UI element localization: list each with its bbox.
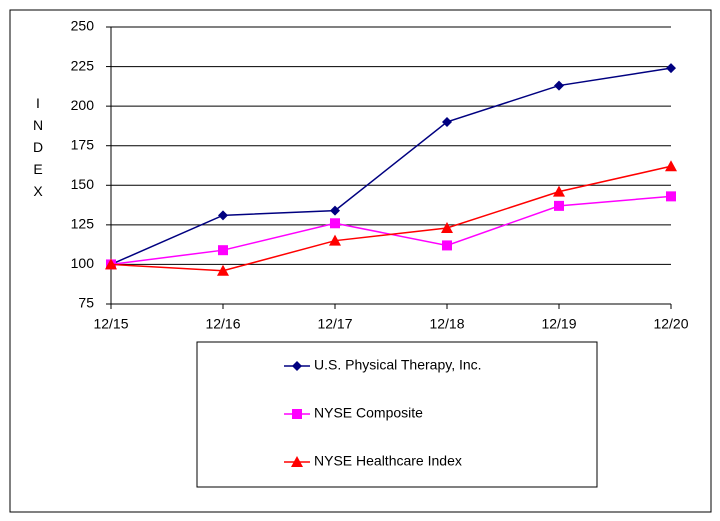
- series-line: [110, 67, 672, 266]
- x-tick-label: 12/20: [653, 316, 688, 332]
- y-tick-label: 150: [71, 176, 95, 192]
- marker: [105, 258, 117, 270]
- marker: [665, 160, 677, 172]
- y-tick-label: 200: [71, 97, 95, 113]
- x-tick-label: 12/15: [93, 316, 128, 332]
- chart-border: [9, 9, 712, 513]
- marker: [553, 185, 565, 197]
- marker: [217, 264, 229, 276]
- marker: [330, 205, 340, 216]
- x-tick-label: 12/18: [429, 316, 464, 332]
- marker: [218, 210, 228, 221]
- marker: [329, 234, 341, 246]
- marker: [666, 63, 676, 74]
- y-tick-label: 225: [71, 57, 95, 73]
- y-tick-label: 175: [71, 136, 95, 152]
- marker: [666, 191, 676, 202]
- y-tick-label: 250: [71, 18, 95, 34]
- marker: [554, 200, 564, 211]
- y-axis-label: INDEX: [30, 95, 46, 205]
- y-tick-label: 125: [71, 216, 95, 232]
- legend-box: [196, 341, 598, 488]
- y-tick-label: 100: [71, 255, 95, 271]
- legend-label: U.S. Physical Therapy, Inc.: [314, 357, 482, 373]
- legend-label: NYSE Composite: [314, 405, 423, 421]
- marker: [442, 240, 452, 251]
- x-tick-label: 12/17: [317, 316, 352, 332]
- series-line: [110, 195, 672, 266]
- legend-label: NYSE Healthcare Index: [314, 453, 462, 469]
- marker: [554, 80, 564, 91]
- x-tick-label: 12/19: [541, 316, 576, 332]
- marker: [218, 245, 228, 256]
- marker: [441, 222, 453, 234]
- legend-marker: [291, 456, 303, 467]
- legend-marker: [292, 409, 302, 419]
- marker: [442, 116, 452, 127]
- x-tick-label: 12/16: [205, 316, 240, 332]
- marker: [330, 218, 340, 229]
- legend-marker: [292, 361, 302, 371]
- y-tick-label: 75: [78, 295, 94, 311]
- series-line: [110, 165, 672, 272]
